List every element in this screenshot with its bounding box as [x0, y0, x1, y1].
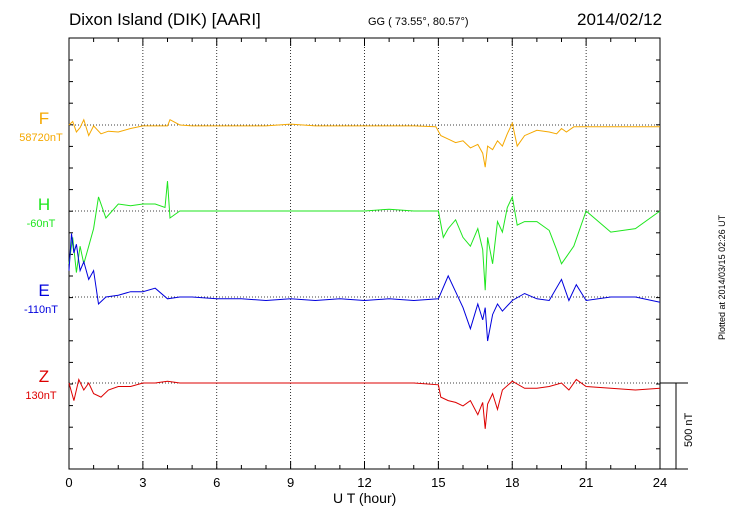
x-tick-label: 12 — [357, 475, 371, 490]
baseline-value-f: 58720nT — [19, 132, 63, 144]
x-tick-label: 0 — [65, 475, 72, 490]
x-tick-label: 6 — [213, 475, 220, 490]
baseline-value-h: -60nT — [27, 218, 56, 230]
series-line-e — [68, 233, 661, 342]
scale-bar-label: 500 nT — [683, 412, 695, 447]
x-tick-label: 21 — [579, 475, 593, 490]
date-label: 2014/02/12 — [577, 10, 663, 29]
station-title: Dixon Island (DIK) [AARI] — [69, 10, 261, 29]
series-name-e: E — [38, 281, 49, 300]
x-tick-label: 9 — [287, 475, 294, 490]
coordinates-label: GG ( 73.55°, 80.57°) — [368, 16, 469, 28]
x-axis-title: U T (hour) — [333, 490, 397, 506]
series-name-h: H — [38, 195, 50, 214]
series-line-z — [68, 377, 661, 429]
series-name-f: F — [39, 109, 49, 128]
x-tick-label: 3 — [139, 475, 146, 490]
series-name-z: Z — [39, 367, 49, 386]
plotted-timestamp: Plotted at 2014/03/15 02:26 UT — [717, 214, 727, 340]
baseline-value-z: 130nT — [25, 390, 56, 402]
series-line-f — [68, 118, 660, 168]
x-tick-label: 18 — [505, 475, 519, 490]
x-tick-label: 15 — [431, 475, 445, 490]
series-line-h — [68, 181, 661, 291]
x-tick-label: 24 — [653, 475, 667, 490]
baseline-value-e: -110nT — [24, 304, 58, 316]
